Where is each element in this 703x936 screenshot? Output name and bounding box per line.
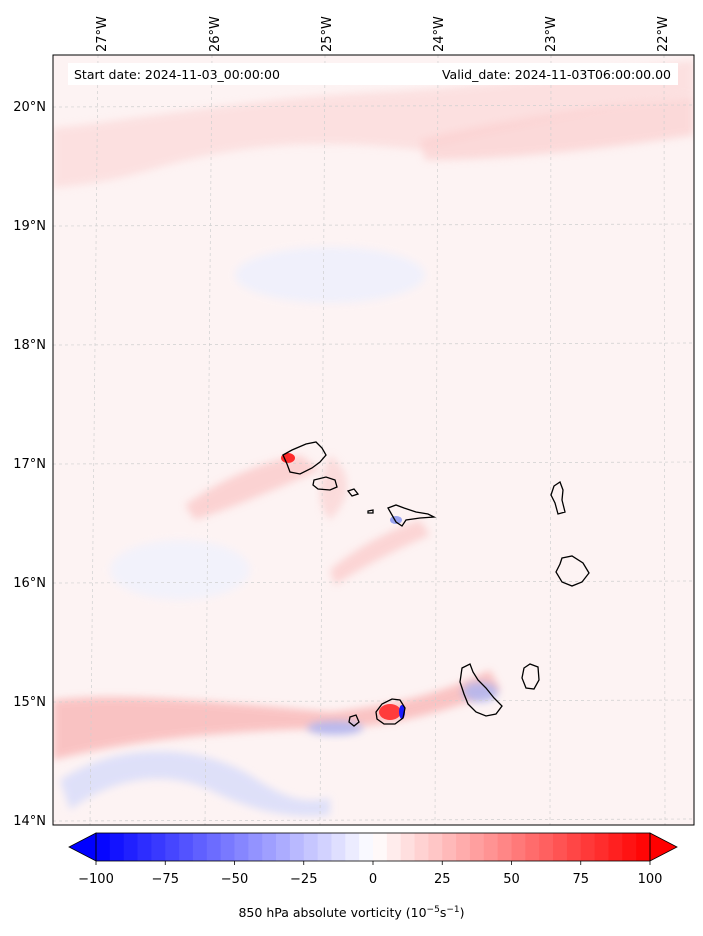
colorbar-segment [123, 833, 139, 861]
island-santo-antao [282, 441, 327, 475]
island-sao-nicolau [387, 504, 437, 527]
colorbar-segment [594, 833, 610, 861]
colorbar-segment [317, 833, 333, 861]
colorbar-tick-label: 100 [638, 872, 663, 887]
island-sao-vicente [312, 476, 338, 491]
lat-tick-label: 14°N [13, 814, 46, 829]
colorbar-segment [442, 833, 457, 861]
vorticity-field [53, 60, 694, 817]
lat-tick-label: 18°N [13, 338, 46, 353]
lon-tick-labels: 27°W 26°W 25°W 24°W 23°W 22°W [95, 16, 671, 52]
colorbar-title: 850 hPa absolute vorticity (10−5s−1) [238, 905, 465, 921]
colorbar-extend-high [649, 832, 678, 862]
colorbar-segment [109, 833, 125, 861]
colorbar-segment [331, 833, 346, 861]
header-box [68, 63, 678, 85]
colorbar-segment [179, 833, 194, 861]
colorbar-segment [206, 833, 222, 861]
colorbar-segment [373, 833, 388, 861]
colorbar-tick-label: −100 [78, 872, 114, 887]
colorbar-segment [386, 833, 402, 861]
colorbar-extend-low [68, 832, 97, 862]
colorbar-segment [276, 833, 291, 861]
colorbar-segment [289, 833, 305, 861]
lat-tick-label: 20°N [13, 100, 46, 115]
map-frame [52, 54, 695, 826]
lon-tick-label: 24°W [432, 16, 447, 52]
island-raso [367, 509, 374, 514]
valid-date-label: Valid_date: 2024-11-03T06:00:00.00 [442, 67, 671, 82]
colorbar-segment [456, 833, 471, 861]
lon-tick-label: 27°W [95, 16, 110, 52]
colorbar-segment [262, 833, 277, 861]
map-area [53, 55, 694, 825]
lat-tick-label: 19°N [13, 219, 46, 234]
lon-tick-label: 25°W [320, 16, 335, 52]
island-sal [550, 481, 566, 515]
colorbar-tick-label: 75 [572, 872, 589, 887]
colorbar-segment [345, 833, 360, 861]
colorbar-segment [483, 833, 499, 861]
colorbar-segment [497, 833, 513, 861]
colorbar-tick-label: −25 [290, 872, 317, 887]
lon-tick-label: 26°W [208, 16, 223, 52]
colorbar-segment [137, 833, 152, 861]
colorbar-segment [580, 833, 596, 861]
lon-tick-label: 23°W [544, 16, 559, 52]
coastlines [282, 441, 590, 727]
colorbar-ticks: −100 −75 −50 −25 0 25 50 75 100 [78, 861, 662, 887]
colorbar: −100 −75 −50 −25 0 25 50 75 100 [68, 832, 678, 887]
colorbar-segment [469, 833, 485, 861]
colorbar-tick-label: −50 [221, 872, 248, 887]
colorbar-segment [414, 833, 429, 861]
colorbar-segment [553, 833, 568, 861]
lat-tick-label: 15°N [13, 695, 46, 710]
colorbar-segment [359, 833, 374, 861]
colorbar-segment [511, 833, 526, 861]
colorbar-tick-label: 0 [369, 872, 377, 887]
lat-tick-label: 17°N [13, 457, 46, 472]
colorbar-segment [234, 833, 249, 861]
island-fogo [375, 698, 406, 725]
colorbar-segment [636, 833, 651, 861]
colorbar-segment [220, 833, 236, 861]
colorbar-segment [165, 833, 180, 861]
island-brava [348, 714, 360, 727]
colorbar-segment [428, 833, 443, 861]
colorbar-segments [96, 833, 651, 861]
lat-tick-label: 16°N [13, 576, 46, 591]
island-maio [521, 663, 540, 690]
lon-tick-label: 22°W [656, 16, 671, 52]
island-santiago [459, 663, 503, 717]
start-date-label: Start date: 2024-11-03_00:00:00 [74, 67, 280, 82]
colorbar-segment [566, 833, 582, 861]
colorbar-segment [151, 833, 166, 861]
colorbar-tick-label: −75 [152, 872, 179, 887]
colorbar-segment [608, 833, 623, 861]
colorbar-segment [248, 833, 263, 861]
colorbar-segment [400, 833, 416, 861]
colorbar-segment [192, 833, 208, 861]
island-boa-vista [555, 555, 590, 587]
colorbar-segment [303, 833, 319, 861]
island-santa-luzia [346, 488, 360, 497]
colorbar-segment [622, 833, 637, 861]
colorbar-tick-label: 50 [503, 872, 520, 887]
colorbar-tick-label: 25 [434, 872, 451, 887]
gridlines [53, 55, 694, 825]
colorbar-segment [96, 833, 111, 861]
lat-tick-labels: 20°N 19°N 18°N 17°N 16°N 15°N 14°N [13, 100, 46, 829]
colorbar-segment [525, 833, 540, 861]
colorbar-segment [539, 833, 554, 861]
